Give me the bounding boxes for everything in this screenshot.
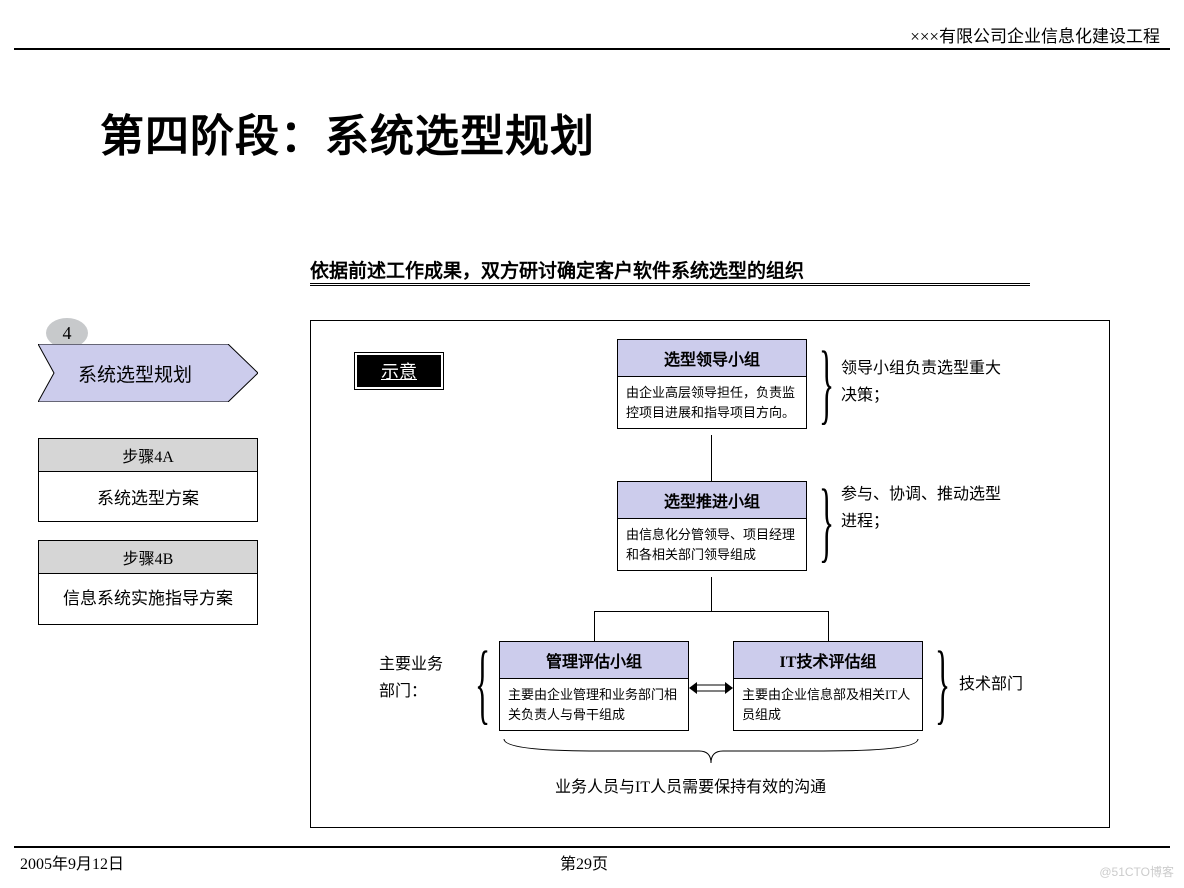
top-rule (14, 48, 1170, 50)
watermark: @51CTO博客 (1099, 863, 1174, 880)
note-business-dept: 主要业务 部门： (379, 651, 469, 705)
footer-page: 第29页 (560, 850, 608, 874)
note-promotion: 参与、协调、推动选型进程； (841, 481, 1011, 535)
bottom-brace-icon (499, 737, 923, 767)
sub-heading-rule (310, 283, 1030, 286)
edge-n1-n2 (711, 435, 712, 481)
node-mgmt-eval-title: 管理评估小组 (500, 642, 688, 679)
footer-rule (14, 846, 1170, 848)
edge-to-n3 (594, 611, 595, 641)
edge-horizontal (594, 611, 829, 612)
legend-badge: 示意 (355, 353, 443, 389)
edge-to-n4 (828, 611, 829, 641)
brace-icon: { (475, 639, 490, 729)
node-leadership: 选型领导小组 由企业高层领导担任，负责监控项目进展和指导项目方向。 (617, 339, 807, 429)
node-it-eval-title: IT技术评估组 (734, 642, 922, 679)
step-4a: 步骤4A 系统选型方案 (38, 438, 258, 522)
note-leadership: 领导小组负责选型重大决策； (841, 355, 1011, 409)
node-leadership-title: 选型领导小组 (618, 340, 806, 377)
bottom-note: 业务人员与IT人员需要保持有效的沟通 (555, 773, 826, 797)
step-4a-header: 步骤4A (39, 439, 257, 472)
brace-icon: } (935, 639, 950, 729)
note-business-line2: 部门： (379, 683, 427, 700)
step-4a-body: 系统选型方案 (39, 472, 257, 521)
node-it-eval-desc: 主要由企业信息部及相关IT人员组成 (734, 679, 922, 730)
step-4b: 步骤4B 信息系统实施指导方案 (38, 540, 258, 625)
note-business-line1: 主要业务 (379, 656, 443, 673)
phase-label: 系统选型规划 (78, 360, 192, 387)
node-promotion: 选型推进小组 由信息化分管领导、项目经理和各相关部门领导组成 (617, 481, 807, 571)
brace-icon: } (819, 477, 834, 567)
sub-heading: 依据前述工作成果，双方研讨确定客户软件系统选型的组织 (310, 256, 804, 283)
edge-n2-down (711, 577, 712, 611)
double-arrow-icon (689, 679, 733, 697)
step-4b-body: 信息系统实施指导方案 (39, 574, 257, 624)
step-4b-header: 步骤4B (39, 541, 257, 574)
phase-arrow: 系统选型规划 (38, 344, 258, 402)
node-promotion-title: 选型推进小组 (618, 482, 806, 519)
node-mgmt-eval: 管理评估小组 主要由企业管理和业务部门相关负责人与骨干组成 (499, 641, 689, 731)
page-title: 第四阶段：系统选型规划 (100, 100, 595, 164)
diagram-frame: 示意 选型领导小组 由企业高层领导担任，负责监控项目进展和指导项目方向。 选型推… (310, 320, 1110, 828)
node-promotion-desc: 由信息化分管领导、项目经理和各相关部门领导组成 (618, 519, 806, 570)
node-it-eval: IT技术评估组 主要由企业信息部及相关IT人员组成 (733, 641, 923, 731)
brace-icon: } (819, 339, 834, 429)
note-tech-dept: 技术部门 (959, 671, 1023, 698)
header-company: ×××有限公司企业信息化建设工程 (910, 22, 1160, 47)
node-leadership-desc: 由企业高层领导担任，负责监控项目进展和指导项目方向。 (618, 377, 806, 428)
footer-date: 2005年9月12日 (20, 850, 124, 874)
node-mgmt-eval-desc: 主要由企业管理和业务部门相关负责人与骨干组成 (500, 679, 688, 730)
